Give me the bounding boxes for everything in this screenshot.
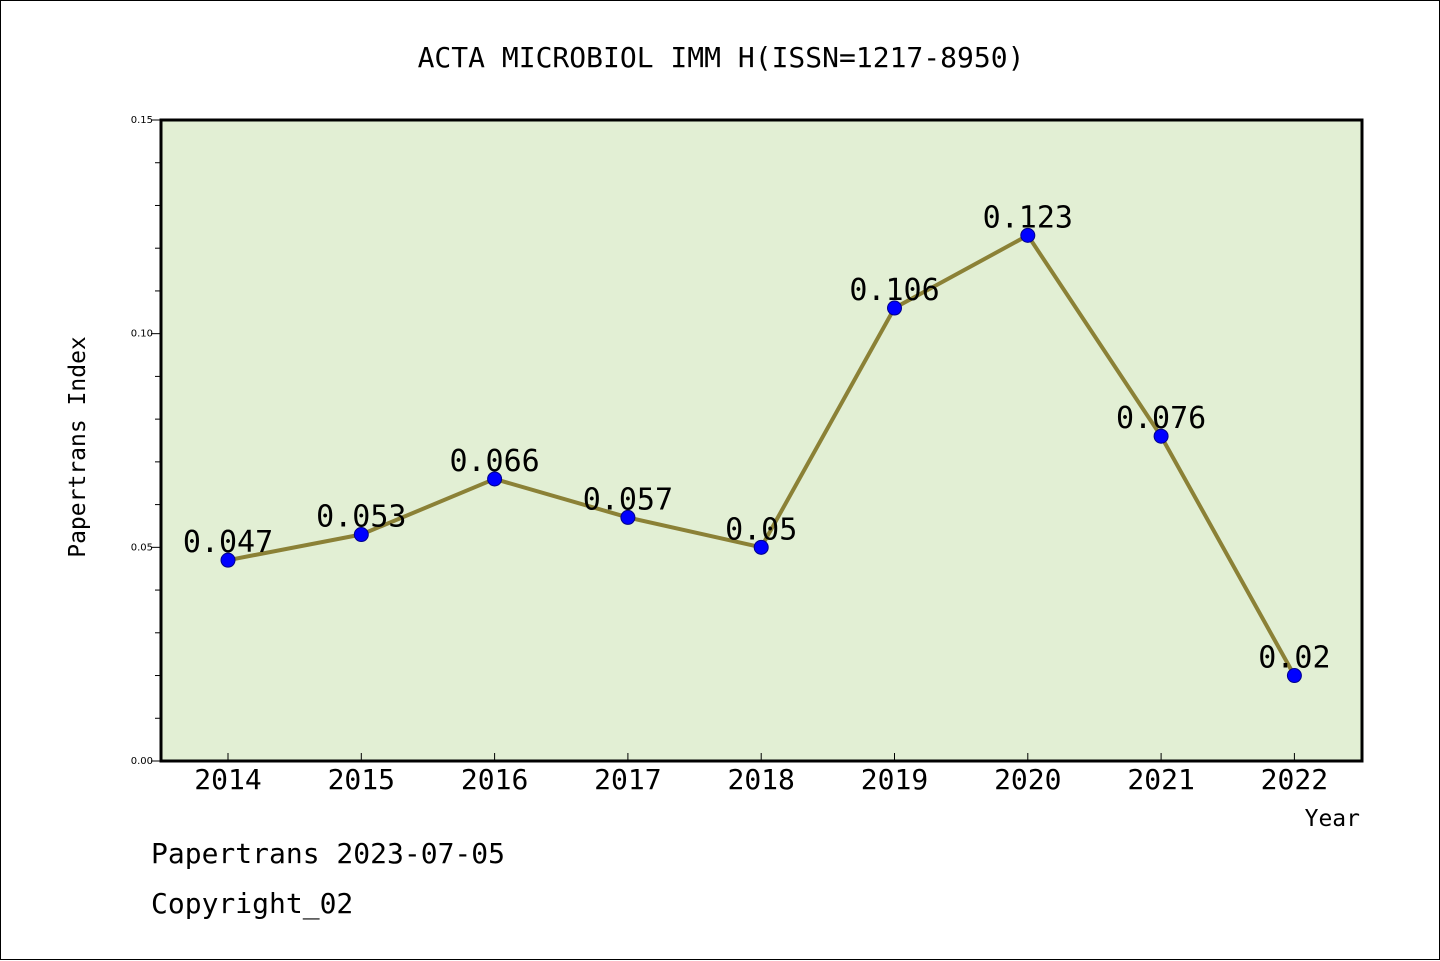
x-tick-label: 2017	[594, 763, 661, 796]
data-point	[753, 539, 769, 555]
chart-title: ACTA MICROBIOL IMM H(ISSN=1217-8950)	[418, 41, 1025, 74]
x-tick-label: 2015	[328, 763, 395, 796]
x-tick-label: 2018	[727, 763, 794, 796]
y-tick-label: 0.10	[131, 329, 153, 340]
data-point	[487, 471, 503, 487]
data-label: 0.05	[725, 512, 797, 547]
data-point	[620, 509, 636, 525]
data-label: 0.106	[849, 273, 939, 308]
data-point	[1153, 428, 1169, 444]
data-markers	[220, 227, 1302, 684]
y-axis: 0.00 0.05 0.10 0.15	[131, 115, 161, 767]
data-labels: 0.047 0.053 0.066 0.057 0.05 0.106 0.123 0.076 0…	[183, 200, 1331, 675]
x-tick-label: 2020	[994, 763, 1061, 796]
data-label: 0.047	[183, 525, 273, 560]
x-axis: 2014 2015 2016 2017 2018 2019 2020 2021 2022	[194, 753, 1328, 796]
x-tick-label: 2022	[1261, 763, 1328, 796]
plot-area	[159, 118, 1364, 763]
y-tick-label: 0.00	[131, 756, 153, 767]
x-tick-label: 2019	[861, 763, 928, 796]
data-point	[887, 300, 902, 316]
data-label: 0.053	[316, 500, 406, 535]
x-tick-label: 2021	[1127, 763, 1194, 796]
data-point	[353, 527, 369, 543]
data-point	[1286, 668, 1302, 684]
data-point	[1020, 227, 1036, 243]
x-axis-label: Year	[1305, 806, 1360, 832]
y-tick-label: 0.05	[131, 542, 153, 553]
footer-copyright: Copyright_02	[151, 887, 354, 920]
footer-date: Papertrans 2023-07-05	[151, 837, 506, 870]
data-label: 0.066	[449, 444, 539, 479]
x-tick-label: 2016	[461, 763, 528, 796]
data-label: 0.076	[1116, 401, 1206, 436]
data-point	[220, 552, 236, 568]
data-label: 0.02	[1258, 641, 1330, 676]
x-tick-label: 2014	[194, 763, 261, 796]
y-tick-label: 0.15	[131, 115, 153, 126]
y-axis-label: Papertrans Index	[65, 336, 91, 558]
data-label: 0.123	[983, 200, 1073, 235]
data-label: 0.057	[583, 482, 673, 517]
